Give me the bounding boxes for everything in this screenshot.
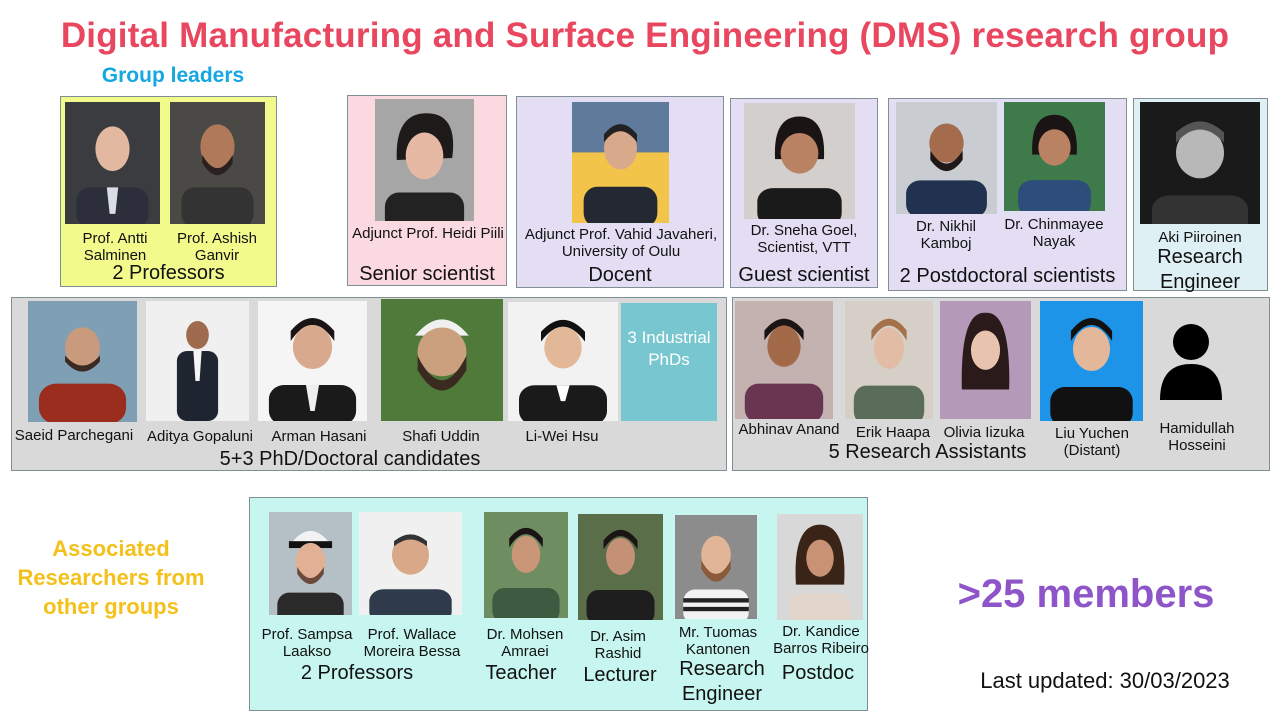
associated-name-5: Mr. Tuomas Kantonen [678,624,758,658]
erik-haapa-photo [845,301,933,419]
assistants-role: 5 Research Assistants [828,441,1027,463]
associated-name-1: Prof. Sampsa Laakso [261,626,353,660]
aditya-gopaluni-photo [146,301,249,421]
associated-role-postdoc: Postdoc [781,662,855,684]
phd-name-5: Li-Wei Hsu [525,428,599,445]
postdocs-role: 2 Postdoctoral scientists [899,265,1116,287]
sneha-goel-photo [744,103,855,219]
guest-scientist-role: Guest scientist [738,264,870,286]
senior-scientist-name: Adjunct Prof. Heidi Piili [352,225,504,242]
associated-name-4: Dr. Asim Rashid [590,628,646,662]
associated-role-research-engineer: Research Engineer [679,658,765,705]
arman-hasani-photo [258,301,367,421]
avatar-placeholder-icon [1158,318,1224,400]
research-engineer-name: Aki Piiroinen [1158,229,1242,246]
aki-piiroinen-photo [1140,102,1260,224]
sampsa-laakso-photo [269,512,352,615]
nikhil-kamboj-photo [896,102,997,214]
antti-salminen-photo [65,102,160,224]
postdoc-name-2: Dr. Chinmayee Nayak [1004,216,1104,250]
assistant-name-3: Olivia Iizuka [943,424,1025,441]
guest-scientist-name: Dr. Sneha Goel, Scientist, VTT [750,222,858,256]
liu-yuchen-photo [1040,301,1143,421]
asim-rashid-photo [578,514,663,620]
associated-name-6: Dr. Kandice Barros Ribeiro [773,623,869,657]
phd-name-1: Saeid Parchegani [14,427,134,444]
research-engineer-role: Research Engineer [1157,246,1243,293]
assistant-name-2: Erik Haapa [855,424,931,441]
leader-name-1: Prof. Antti Salminen [82,230,148,264]
phd-name-2: Aditya Gopaluni [147,428,253,445]
wallace-bessa-photo [359,512,462,615]
industrial-phds-box: 3 Industrial PhDs [621,303,717,421]
page-title: Digital Manufacturing and Surface Engine… [60,16,1230,55]
vahid-javaheri-photo [572,102,669,223]
abhinav-anand-photo [735,301,833,419]
associated-role-teacher: Teacher [485,662,557,684]
associated-role-lecturer: Lecturer [583,664,657,686]
group-leaders-role: 2 Professors [112,262,225,284]
associated-role-professors: 2 Professors [300,662,414,684]
shafi-uddin-photo [381,299,503,421]
docent-name: Adjunct Prof. Vahid Javaheri, University… [524,226,718,260]
saeid-parchegani-photo [28,301,137,422]
member-count: >25 members [957,572,1215,616]
phd-name-3: Arman Hasani [271,428,367,445]
kandice-ribeiro-photo [777,514,863,620]
associated-researchers-label: Associated Researchers from other groups [17,536,205,619]
docent-role: Docent [588,264,652,286]
mohsen-amraei-photo [484,512,568,618]
assistant-name-5: Hamidullah Hosseini [1159,420,1235,454]
chinmayee-nayak-photo [1004,102,1105,211]
associated-name-2: Prof. Wallace Moreira Bessa [363,626,461,660]
leader-name-2: Prof. Ashish Ganvir [176,230,258,264]
assistant-name-1: Abhinav Anand [738,421,840,438]
olivia-iizuka-photo [940,301,1031,419]
associated-name-3: Dr. Mohsen Amraei [486,626,564,660]
li-wei-hsu-photo [508,302,618,421]
heidi-piili-photo [375,99,474,221]
phd-name-4: Shafi Uddin [402,428,480,445]
senior-scientist-role: Senior scientist [359,263,495,285]
phd-role: 5+3 PhD/Doctoral candidates [219,448,481,470]
group-leaders-heading: Group leaders [101,64,245,87]
postdoc-name-1: Dr. Nikhil Kamboj [915,218,976,252]
tuomas-kantonen-photo [675,515,757,619]
ashish-ganvir-photo [170,102,265,224]
last-updated: Last updated: 30/03/2023 [980,668,1230,693]
assistant-name-4: Liu Yuchen (Distant) [1055,425,1129,459]
